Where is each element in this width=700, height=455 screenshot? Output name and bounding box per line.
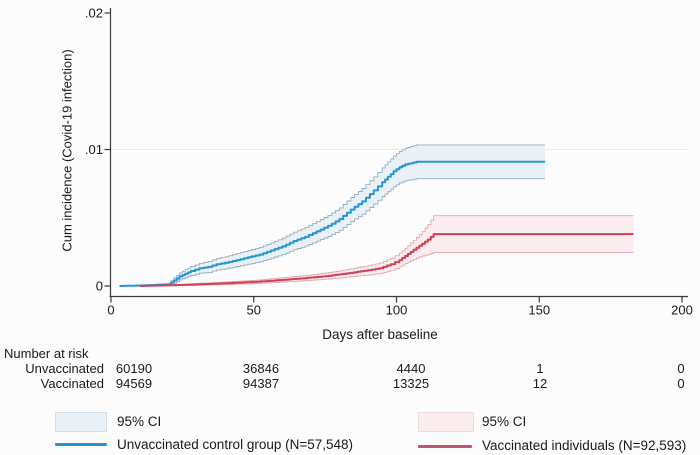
x-tick-label: 150 [528, 303, 550, 318]
number-at-risk-title: Number at risk [4, 346, 89, 361]
risk-count: 1 [536, 361, 544, 376]
y-axis-title: Cum incidence (Covid-19 infection) [59, 49, 75, 252]
x-tick-label: 100 [386, 303, 408, 318]
y-tick-label: .01 [85, 142, 103, 157]
risk-count: 13325 [392, 376, 430, 391]
ci-band-vaccinated [139, 215, 634, 286]
legend-line-label-vaccinated: Vaccinated individuals (N=92,593) [482, 438, 687, 453]
risk-count: 4440 [396, 361, 426, 376]
x-tick-label: 200 [671, 303, 693, 318]
legend-ci-label-unvaccinated: 95% CI [117, 414, 162, 429]
legend-line-swatch-unvaccinated [55, 443, 107, 446]
risk-count: 94569 [115, 376, 153, 391]
ci-upper-edge-unvaccinated [119, 144, 545, 287]
incidence-curve-vaccinated [139, 233, 634, 287]
legend-ci-label-vaccinated: 95% CI [482, 414, 527, 429]
risk-count: 94387 [242, 376, 280, 391]
ci-band-unvaccinated [119, 144, 545, 286]
ci-lower-edge-vaccinated [139, 252, 634, 287]
y-tick-label: .02 [85, 6, 103, 21]
legend-line-label-unvaccinated: Unvaccinated control group (N=57,548) [117, 437, 354, 452]
risk-count: 12 [532, 376, 548, 391]
risk-count: 0 [677, 361, 685, 376]
risk-row-label-unvaccinated: Unvaccinated [25, 361, 104, 376]
risk-count: 0 [677, 376, 685, 391]
x-tick-label: 0 [107, 303, 114, 318]
legend-line-swatch-vaccinated [418, 445, 472, 448]
legend-ci-swatch-unvaccinated [55, 412, 107, 432]
x-axis-title: Days after baseline [322, 327, 438, 342]
risk-count: 36846 [242, 361, 280, 376]
risk-count: 60190 [115, 361, 153, 376]
x-tick-label: 50 [247, 303, 261, 318]
y-tick-label: 0 [96, 279, 103, 294]
legend-ci-swatch-vaccinated [418, 412, 474, 432]
ci-lower-edge-unvaccinated [119, 178, 545, 287]
incidence-curve-unvaccinated [119, 160, 545, 287]
risk-row-label-vaccinated: Vaccinated [40, 376, 104, 391]
